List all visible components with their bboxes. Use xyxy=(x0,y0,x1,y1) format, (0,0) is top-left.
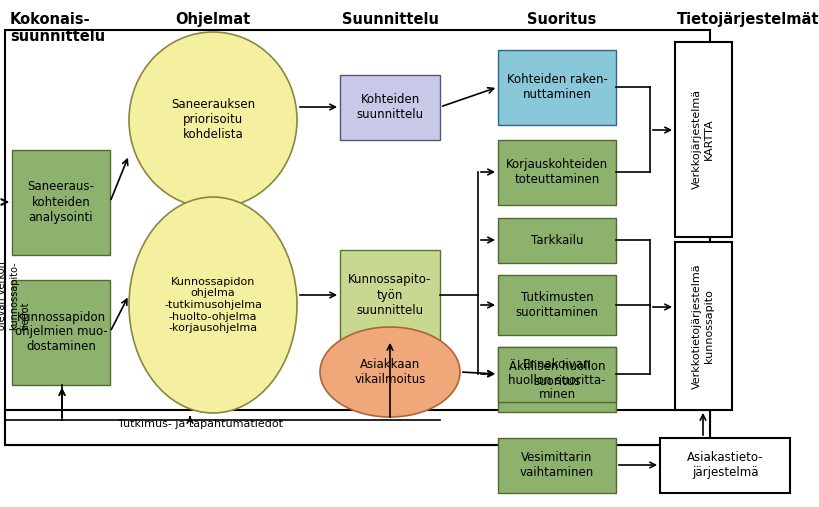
Bar xyxy=(497,347,615,412)
Text: Äkillisen huollon
suoritus: Äkillisen huollon suoritus xyxy=(508,360,604,388)
Text: Saneeraus-
kohteiden
analysointi: Saneeraus- kohteiden analysointi xyxy=(28,180,94,224)
Text: Asiakkaan
vikailmoitus: Asiakkaan vikailmoitus xyxy=(354,358,425,386)
Text: Asiakastieto-
järjestelmä: Asiakastieto- järjestelmä xyxy=(686,451,762,479)
Text: Kunnossapidon
ohjelma
-tutkimusohjelma
-huolto-ohjelma
-korjausohjelma: Kunnossapidon ohjelma -tutkimusohjelma -… xyxy=(164,277,262,333)
Bar xyxy=(5,410,709,445)
Text: Saneerauksen
priorisoitu
kohdelista: Saneerauksen priorisoitu kohdelista xyxy=(170,98,255,141)
Text: Verkkojärjestelmä
KARTTA: Verkkojärjestelmä KARTTA xyxy=(691,89,713,189)
Text: Kunnossapidon
ohjelmien muo-
dostaminen: Kunnossapidon ohjelmien muo- dostaminen xyxy=(15,310,107,353)
Bar xyxy=(340,250,440,340)
Text: Tutkimusten
suorittaminen: Tutkimusten suorittaminen xyxy=(515,291,598,319)
Bar xyxy=(497,50,615,125)
Bar xyxy=(497,218,615,263)
Text: Kunnossapito-
työn
suunnittelu: Kunnossapito- työn suunnittelu xyxy=(348,273,432,316)
Text: Ohjelmat: Ohjelmat xyxy=(175,12,251,27)
Ellipse shape xyxy=(129,32,296,208)
Text: Verkkotietojärjestelmä
kunnossapito: Verkkotietojärjestelmä kunnossapito xyxy=(691,263,713,389)
Bar xyxy=(12,280,110,385)
Bar xyxy=(5,30,709,445)
Text: Korjauskohteiden
toteuttaminen: Korjauskohteiden toteuttaminen xyxy=(505,158,608,186)
Text: Kokonais-
suunnittelu: Kokonais- suunnittelu xyxy=(10,12,105,45)
Text: Vesimittarin
vaihtaminen: Vesimittarin vaihtaminen xyxy=(519,451,594,479)
Bar xyxy=(497,275,615,335)
Text: Suoritus: Suoritus xyxy=(527,12,596,27)
Text: Tietojärjestelmät: Tietojärjestelmät xyxy=(676,12,818,27)
Bar xyxy=(497,140,615,205)
Bar xyxy=(497,347,615,402)
Bar xyxy=(659,438,789,493)
Text: Kohteiden raken-
nuttaminen: Kohteiden raken- nuttaminen xyxy=(506,73,607,101)
Text: Ennakoivan
huollon suoritta-
minen: Ennakoivan huollon suoritta- minen xyxy=(508,358,605,402)
Bar xyxy=(497,438,615,493)
Text: Tutkimus- ja tapahtumatiedot: Tutkimus- ja tapahtumatiedot xyxy=(118,419,283,429)
Ellipse shape xyxy=(319,327,459,417)
Text: Kohteiden
suunnittelu: Kohteiden suunnittelu xyxy=(356,93,423,121)
Text: Suunnittelu: Suunnittelu xyxy=(342,12,438,27)
Ellipse shape xyxy=(129,197,296,413)
Bar xyxy=(12,150,110,255)
Text: Olemassa
olevan verkon
kunnossapito-
tiedot: Olemassa olevan verkon kunnossapito- tie… xyxy=(0,261,30,330)
Bar xyxy=(674,42,731,237)
Bar xyxy=(340,75,440,140)
Bar xyxy=(674,242,731,410)
Text: Tarkkailu: Tarkkailu xyxy=(530,234,582,246)
